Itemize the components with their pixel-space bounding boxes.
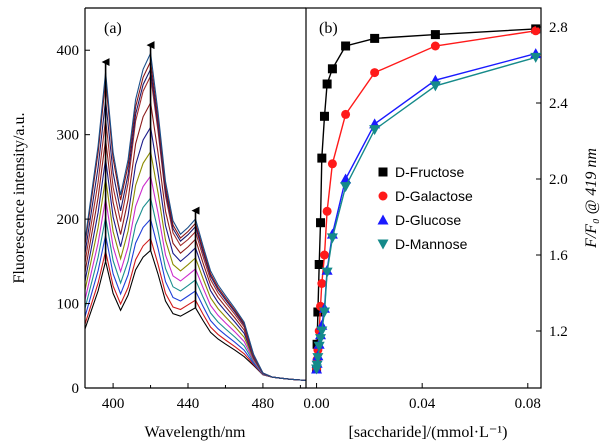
legend-marker-d-fructose: [378, 167, 388, 177]
data-point-d-mannose: [315, 334, 327, 345]
legend-marker-d-galactose: [378, 191, 388, 201]
panel-b-y-tick-label: 1.2: [549, 324, 568, 340]
data-point-d-mannose: [429, 81, 441, 92]
panel-b-y-tick-label: 1.6: [549, 248, 568, 264]
panel-b-x-tick-label: 0.04: [409, 396, 436, 412]
legend-marker-d-glucose: [377, 214, 389, 225]
panel-b-x-label: [saccharide]/(mmol·L⁻¹): [349, 424, 508, 441]
data-point-d-mannose: [369, 125, 381, 136]
panel-a-y-label: Fluorescence intensity/a.u.: [11, 112, 28, 283]
panel-b-y-tick-label: 2.8: [549, 20, 568, 36]
panel-a-y-tick-label: 400: [57, 43, 80, 59]
data-point-d-mannose: [318, 307, 330, 318]
data-point-d-galactose: [430, 41, 440, 51]
panel-b-x-tick-label: 0.00: [303, 396, 329, 412]
data-point-d-galactose: [317, 279, 327, 288]
panel-a-y-tick-label: 200: [57, 212, 80, 228]
data-point-d-fructose: [322, 79, 332, 89]
data-point-d-galactose: [531, 26, 541, 36]
panel-a-y-tick-label: 0: [72, 381, 80, 397]
spectrum-curve-12: [84, 51, 307, 381]
data-point-d-fructose: [314, 260, 324, 269]
legend-label-d-fructose: D-Fructose: [395, 164, 464, 180]
data-point-d-galactose: [341, 109, 351, 119]
panel-a-x-tick-label: 440: [177, 396, 200, 412]
data-point-d-fructose: [430, 30, 440, 40]
panel-a-y-tick-label: 100: [57, 297, 80, 313]
data-point-d-mannose: [326, 233, 338, 244]
data-point-d-fructose: [327, 64, 337, 74]
panel-a-x-tick-label: 400: [102, 396, 125, 412]
data-point-d-fructose: [341, 41, 351, 51]
data-point-d-mannose: [321, 267, 333, 278]
legend-marker-d-mannose: [377, 239, 389, 250]
panel-a-x-tick-label: 480: [252, 396, 275, 412]
data-point-d-fructose: [319, 111, 329, 121]
panel-b-label: (b): [319, 20, 338, 37]
panel-a-label: (a): [104, 20, 122, 37]
data-point-d-mannose: [311, 360, 323, 371]
data-point-d-galactose: [322, 206, 332, 216]
panel-a: 0 100 200 300 400 400 440 480 (a) Wavelength/nm Fl…: [11, 7, 307, 441]
panel-b-y-label: F/F₀ @ 419 nm: [583, 148, 600, 249]
data-point-d-galactose: [319, 250, 329, 260]
panel-b-frame: [305, 7, 542, 389]
panel-b-y-tick-label: 2.4: [549, 96, 568, 112]
data-point-d-galactose: [327, 159, 337, 169]
legend-label-d-glucose: D-Glucose: [395, 212, 461, 228]
data-point-d-galactose: [370, 68, 380, 78]
legend-label-d-mannose: D-Mannose: [395, 236, 468, 252]
data-point-d-mannose: [313, 341, 325, 352]
data-point-d-fructose: [316, 218, 326, 228]
data-point-d-mannose: [312, 353, 324, 364]
panel-a-y-tick-label: 300: [57, 128, 80, 144]
panel-a-x-label: Wavelength/nm: [145, 424, 246, 441]
data-point-d-mannose: [316, 326, 328, 337]
legend: D-Fructose D-Galactose D-Glucose D-Mannose: [377, 164, 473, 252]
panel-b-x-tick-label: 0.08: [515, 396, 541, 412]
data-point-d-mannose: [530, 52, 542, 63]
data-point-d-fructose: [370, 33, 380, 43]
panel-b-y-tick-label: 2.0: [549, 172, 568, 188]
data-point-d-fructose: [317, 153, 327, 163]
data-point-d-mannose: [340, 182, 352, 193]
legend-label-d-galactose: D-Galactose: [395, 188, 473, 204]
panel-b: 1.2 1.6 2.0 2.4 2.8 0.00 0.04 0.08 (b) [saccharid…: [303, 7, 600, 441]
spectra-curves: [84, 51, 307, 381]
data-point-d-fructose: [313, 307, 323, 317]
